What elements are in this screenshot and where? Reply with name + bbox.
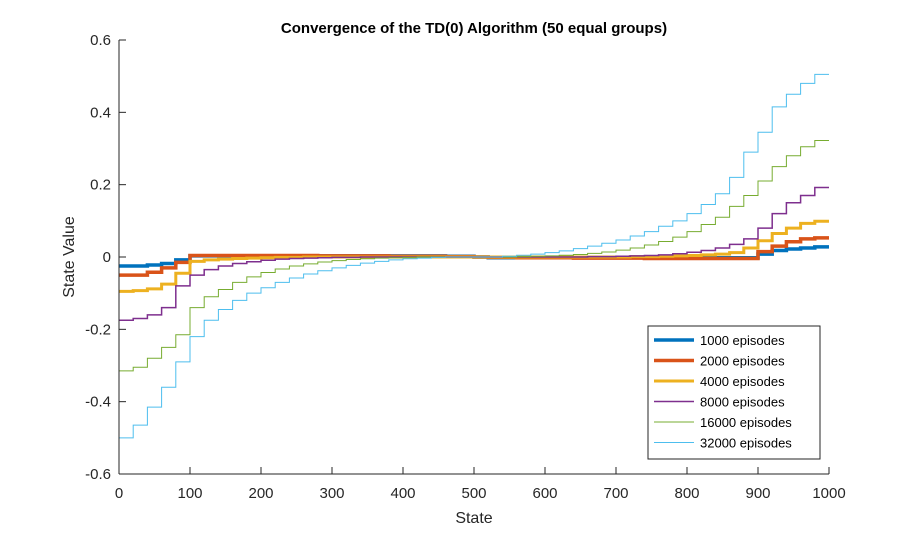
x-tick-label: 0 <box>115 485 123 502</box>
legend-entry-label: 4000 episodes <box>700 374 785 389</box>
y-tick-label: 0.4 <box>90 104 111 121</box>
legend-entry-label: 8000 episodes <box>700 395 785 410</box>
x-tick-label: 200 <box>248 485 273 502</box>
x-tick-label: 500 <box>461 485 486 502</box>
y-axis-label: State Value <box>61 216 78 298</box>
x-tick-label: 400 <box>390 485 415 502</box>
x-tick-label: 100 <box>177 485 202 502</box>
series-line-6 <box>119 73 829 439</box>
y-tick-label: 0 <box>103 249 111 266</box>
y-tick-label: -0.2 <box>85 321 111 338</box>
legend-entry-label: 32000 episodes <box>700 436 792 451</box>
x-tick-label: 700 <box>603 485 628 502</box>
legend-box <box>647 325 821 460</box>
y-tick-label: 0.6 <box>90 32 111 49</box>
x-tick-label: 300 <box>319 485 344 502</box>
x-axis-label: State <box>455 510 492 527</box>
x-tick-label: 800 <box>674 485 699 502</box>
chart-title: Convergence of the TD(0) Algorithm (50 e… <box>281 20 667 37</box>
legend: 1000 episodes 2000 episodes 4000 episodes 8… <box>647 325 821 460</box>
y-tick-label: 0.2 <box>90 177 111 194</box>
legend-entry-label: 2000 episodes <box>700 354 785 369</box>
y-tick-label: -0.6 <box>85 466 111 483</box>
x-tick-label: 900 <box>745 485 770 502</box>
x-tick-label: 600 <box>532 485 557 502</box>
legend-entry-label: 16000 episodes <box>700 415 792 430</box>
x-tick-label: 1000 <box>812 485 845 502</box>
legend-entry-label: 1000 episodes <box>700 333 785 348</box>
y-tick-label: -0.4 <box>85 394 111 411</box>
